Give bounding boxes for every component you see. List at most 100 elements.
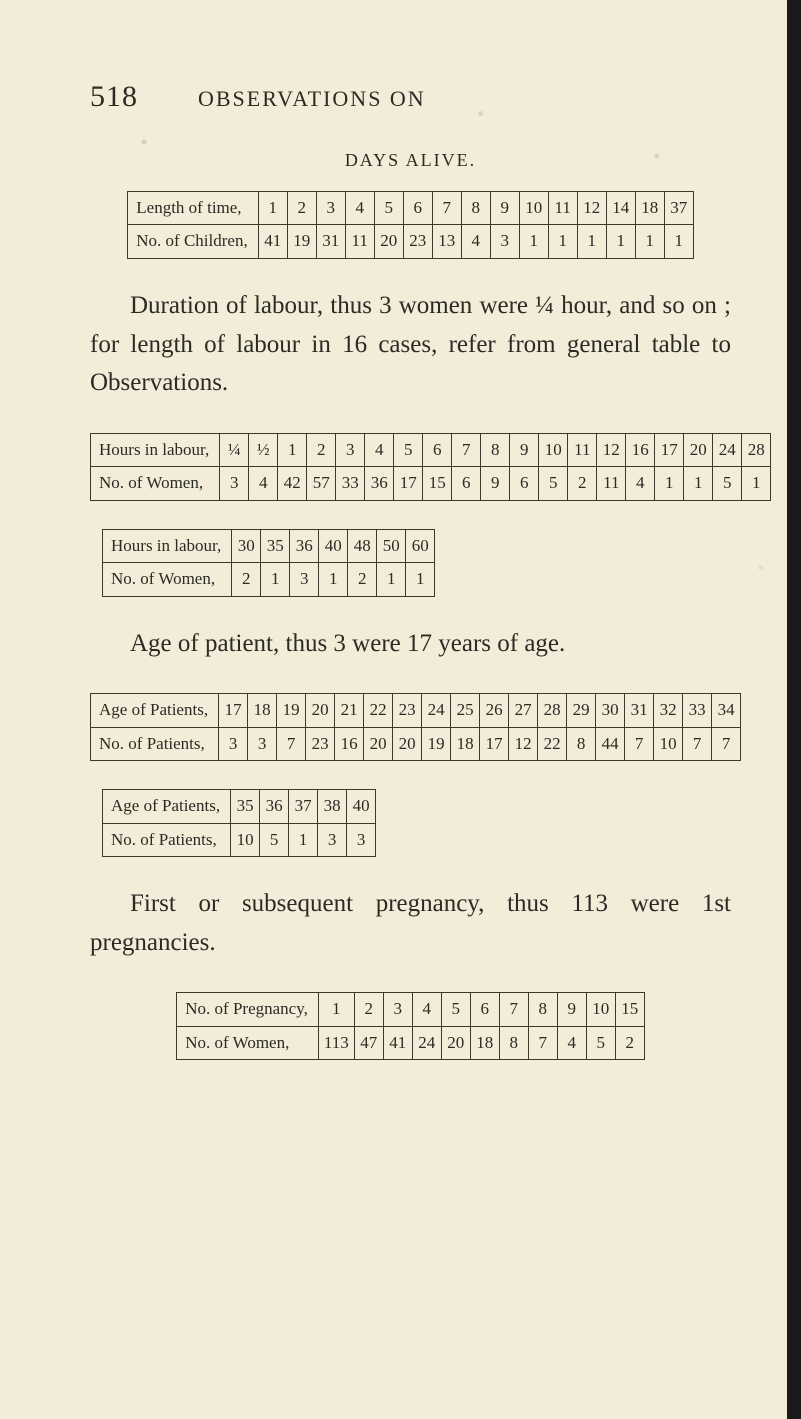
- col-header-cell: 21: [335, 694, 364, 727]
- value-cell: 1: [406, 563, 435, 596]
- value-cell: 1: [635, 225, 664, 258]
- col-header-cell: 28: [742, 434, 771, 467]
- col-header-cell: 50: [377, 529, 406, 562]
- col-header-cell: 9: [490, 192, 519, 225]
- col-header-cell: 33: [683, 694, 712, 727]
- col-header-cell: 24: [713, 434, 742, 467]
- col-header-cell: 1: [258, 192, 287, 225]
- value-cell: 24: [412, 1026, 441, 1059]
- table-hours-labour-a-wrap: Hours in labour,¼½1234567891011121617202…: [90, 433, 731, 501]
- value-cell: 11: [597, 467, 626, 500]
- value-cell: 3: [347, 823, 376, 856]
- value-cell: 17: [394, 467, 423, 500]
- col-header-cell: ½: [249, 434, 278, 467]
- col-header-cell: 30: [232, 529, 261, 562]
- col-header-cell: 5: [374, 192, 403, 225]
- value-cell: 19: [422, 727, 451, 760]
- row-label: Length of time,: [128, 192, 258, 225]
- value-cell: 3: [219, 727, 248, 760]
- value-cell: 5: [260, 823, 289, 856]
- value-cell: 16: [335, 727, 364, 760]
- table-age-b-wrap: Age of Patients,3536373840No. of Patient…: [90, 789, 731, 857]
- value-cell: 41: [383, 1026, 412, 1059]
- value-cell: 3: [220, 467, 249, 500]
- value-cell: 9: [481, 467, 510, 500]
- value-cell: 4: [626, 467, 655, 500]
- col-header-cell: 7: [432, 192, 461, 225]
- col-header-cell: 18: [635, 192, 664, 225]
- row-label: Hours in labour,: [103, 529, 232, 562]
- row-label: No. of Patients,: [91, 727, 219, 760]
- value-cell: 41: [258, 225, 287, 258]
- row-label: No. of Women,: [177, 1026, 319, 1059]
- table-pregnancy: No. of Pregnancy,1234567891015No. of Wom…: [176, 992, 644, 1060]
- col-header-cell: 34: [712, 694, 741, 727]
- col-header-cell: 32: [654, 694, 683, 727]
- page-number: 518: [90, 80, 138, 114]
- col-header-cell: 17: [655, 434, 684, 467]
- table-hours-labour-a: Hours in labour,¼½1234567891011121617202…: [90, 433, 771, 501]
- table-days-alive: Length of time,123456789101112141837No. …: [127, 191, 693, 259]
- value-cell: 10: [654, 727, 683, 760]
- value-cell: 1: [519, 225, 548, 258]
- col-header-cell: 11: [568, 434, 597, 467]
- value-cell: 13: [432, 225, 461, 258]
- col-header-cell: 29: [567, 694, 596, 727]
- value-cell: 5: [539, 467, 568, 500]
- value-cell: 8: [567, 727, 596, 760]
- col-header-cell: 2: [354, 993, 383, 1026]
- col-header-cell: 15: [615, 993, 644, 1026]
- value-cell: 7: [528, 1026, 557, 1059]
- col-header-cell: 20: [684, 434, 713, 467]
- col-header-cell: 30: [596, 694, 625, 727]
- value-cell: 2: [232, 563, 261, 596]
- col-header-cell: 9: [557, 993, 586, 1026]
- value-cell: 44: [596, 727, 625, 760]
- col-header-cell: 7: [499, 993, 528, 1026]
- col-header-cell: 48: [348, 529, 377, 562]
- value-cell: 5: [713, 467, 742, 500]
- value-cell: 6: [452, 467, 481, 500]
- value-cell: 1: [261, 563, 290, 596]
- col-header-cell: 14: [606, 192, 635, 225]
- value-cell: 2: [348, 563, 377, 596]
- col-header-cell: 36: [290, 529, 319, 562]
- col-header-cell: 37: [664, 192, 693, 225]
- value-cell: 113: [318, 1026, 354, 1059]
- value-cell: 20: [393, 727, 422, 760]
- value-cell: 1: [577, 225, 606, 258]
- value-cell: 1: [548, 225, 577, 258]
- table-pregnancy-wrap: No. of Pregnancy,1234567891015No. of Wom…: [90, 992, 731, 1060]
- col-header-cell: 6: [470, 993, 499, 1026]
- value-cell: 10: [231, 823, 260, 856]
- value-cell: 1: [377, 563, 406, 596]
- value-cell: 47: [354, 1026, 383, 1059]
- col-header-cell: 19: [277, 694, 306, 727]
- col-header-cell: 23: [393, 694, 422, 727]
- value-cell: 20: [364, 727, 393, 760]
- value-cell: 18: [470, 1026, 499, 1059]
- value-cell: 12: [509, 727, 538, 760]
- value-cell: 23: [403, 225, 432, 258]
- col-header-cell: 36: [260, 790, 289, 823]
- value-cell: 3: [248, 727, 277, 760]
- page: 518 OBSERVATIONS ON DAYS ALIVE. Length o…: [0, 0, 801, 1419]
- value-cell: 20: [374, 225, 403, 258]
- table-age-b: Age of Patients,3536373840No. of Patient…: [102, 789, 376, 857]
- col-header-cell: 35: [261, 529, 290, 562]
- col-header-cell: 3: [316, 192, 345, 225]
- col-header-cell: 60: [406, 529, 435, 562]
- col-header-cell: 28: [538, 694, 567, 727]
- value-cell: 42: [278, 467, 307, 500]
- row-label: Hours in labour,: [91, 434, 220, 467]
- col-header-cell: 6: [403, 192, 432, 225]
- col-header-cell: 8: [461, 192, 490, 225]
- col-header-cell: 11: [548, 192, 577, 225]
- value-cell: 7: [712, 727, 741, 760]
- value-cell: 4: [557, 1026, 586, 1059]
- col-header-cell: 2: [287, 192, 316, 225]
- col-header-cell: 9: [510, 434, 539, 467]
- value-cell: 20: [441, 1026, 470, 1059]
- value-cell: 7: [625, 727, 654, 760]
- col-header-cell: 8: [528, 993, 557, 1026]
